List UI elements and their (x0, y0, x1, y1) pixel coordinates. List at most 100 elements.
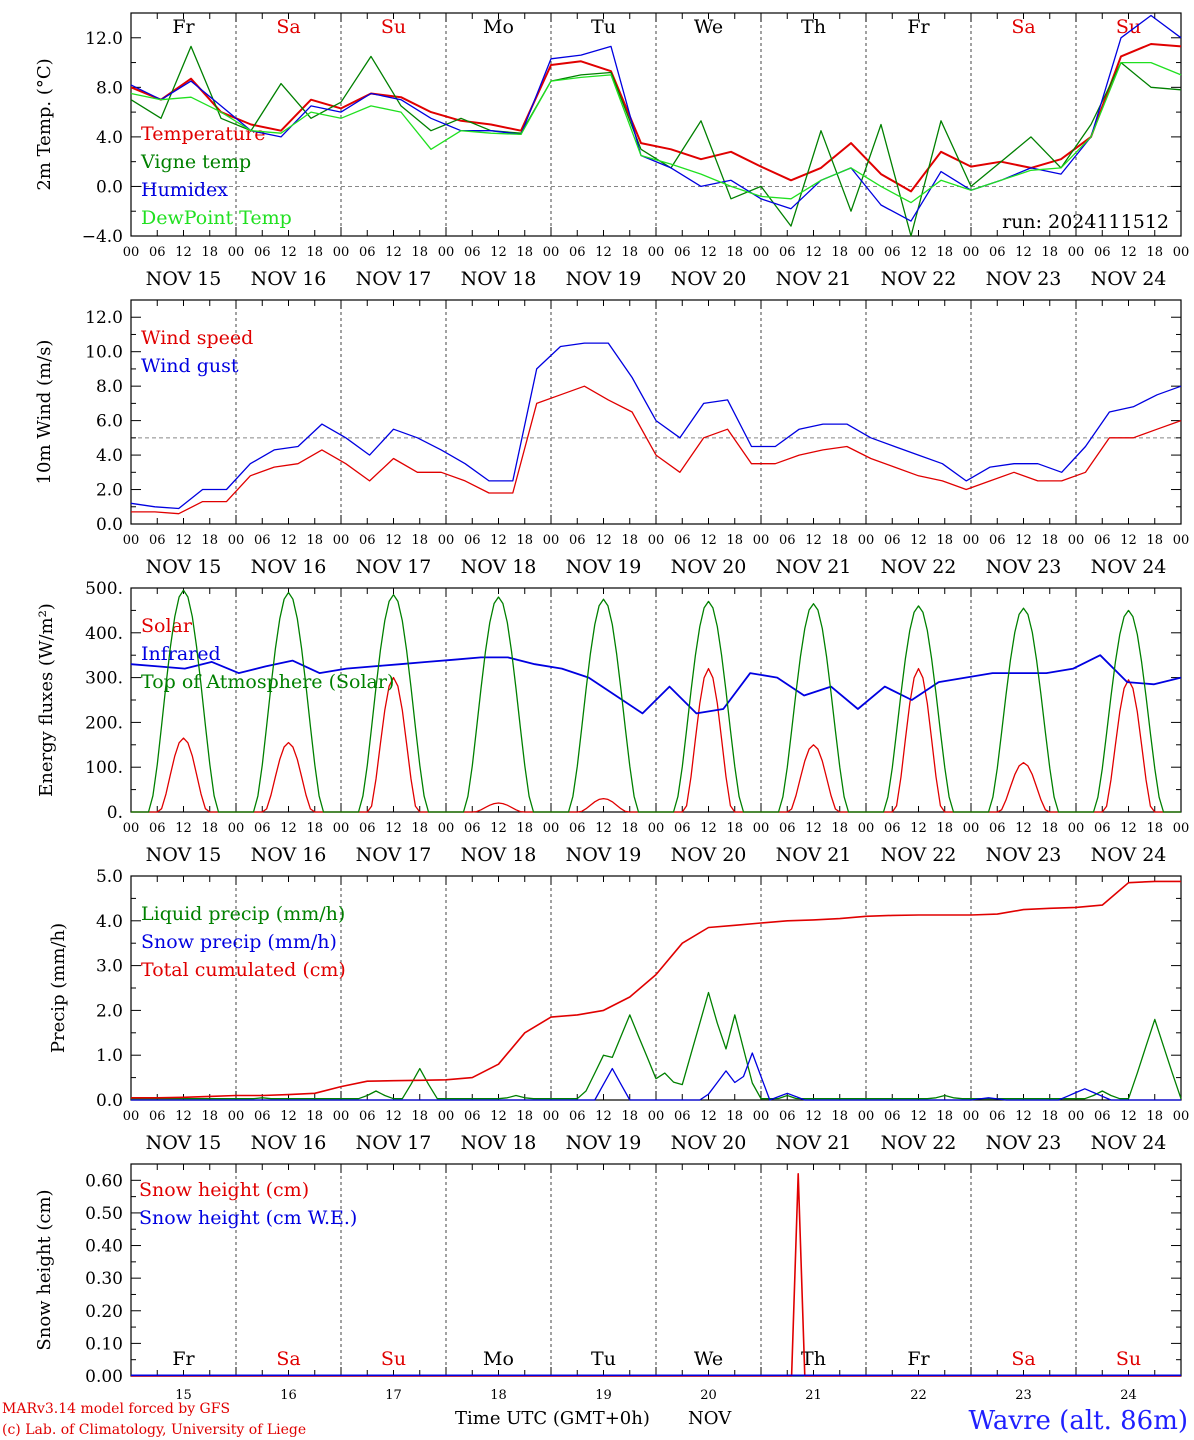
hour-label: 18 (936, 245, 953, 260)
hour-label: 12 (700, 821, 717, 836)
hour-label: 18 (621, 821, 638, 836)
y-tick-label: 200. (85, 713, 123, 733)
hour-label: 12 (385, 245, 402, 260)
day-label: NOV 20 (671, 556, 747, 578)
plot-frame (130, 12, 1182, 237)
hour-label: 06 (1094, 1109, 1111, 1124)
day-label: NOV 24 (1091, 556, 1167, 578)
hour-label: 18 (306, 533, 323, 548)
hour-label: 00 (963, 821, 980, 836)
hour-label: 06 (464, 1109, 481, 1124)
hour-label: 12 (595, 245, 612, 260)
hour-label: 00 (648, 245, 665, 260)
hour-label: 00 (438, 821, 455, 836)
hour-label: 18 (201, 533, 218, 548)
hour-label: 12 (175, 533, 192, 548)
day-label: NOV 15 (146, 556, 222, 578)
day-label: NOV 24 (1091, 268, 1167, 290)
day-label: NOV 22 (881, 268, 957, 290)
y-axis-title: 2m Temp. (°C) (34, 58, 55, 190)
hour-label: 12 (1015, 245, 1032, 260)
hour-label: 18 (621, 245, 638, 260)
weekday-label: Su (1116, 16, 1141, 38)
hour-label: 12 (1120, 533, 1137, 548)
day-label: NOV 17 (356, 556, 432, 578)
weekday-label: Tu (591, 1348, 616, 1370)
day-label: NOV 20 (671, 1132, 747, 1154)
hour-label: 00 (1068, 821, 1085, 836)
hour-label: 12 (700, 1109, 717, 1124)
y-axis-title: Energy fluxes (W/m²) (36, 603, 57, 797)
day-label: NOV 22 (881, 844, 957, 866)
hour-label: 18 (621, 1109, 638, 1124)
series-line (130, 43, 1182, 193)
hour-label: 12 (805, 533, 822, 548)
hour-label: 06 (464, 533, 481, 548)
hour-label: 00 (228, 1109, 245, 1124)
hour-label: 06 (149, 245, 166, 260)
hour-label: 06 (1094, 245, 1111, 260)
legend-entry: Wind gust (141, 355, 239, 377)
hour-label: 18 (201, 245, 218, 260)
hour-label: 00 (648, 821, 665, 836)
hour-label: 12 (385, 533, 402, 548)
hour-label: 18 (621, 533, 638, 548)
hour-label: 12 (910, 1109, 927, 1124)
hour-label: 18 (411, 533, 428, 548)
hour-label: 12 (280, 533, 297, 548)
hour-label: 12 (490, 245, 507, 260)
hour-label: 06 (464, 245, 481, 260)
legend-entry: DewPoint Temp (141, 207, 292, 229)
hour-label: 06 (674, 533, 691, 548)
legend-entry: Vigne temp (140, 151, 251, 173)
weekday-label: We (694, 1348, 723, 1370)
weekday-label: Sa (1011, 16, 1035, 38)
hour-label: 12 (280, 821, 297, 836)
series-line (131, 880, 1181, 1099)
hour-label: 00 (333, 1109, 350, 1124)
hour-label: 06 (254, 1109, 271, 1124)
hour-label: 06 (569, 245, 586, 260)
hour-label: 12 (175, 821, 192, 836)
hour-label: 18 (516, 821, 533, 836)
day-label: NOV 23 (986, 268, 1062, 290)
hour-label: 00 (963, 245, 980, 260)
hour-label: 06 (674, 1109, 691, 1124)
y-tick-label: 100. (85, 758, 123, 778)
hour-label: 00 (753, 533, 770, 548)
x-axis-month: NOV (688, 1408, 732, 1429)
day-number-label: 17 (385, 1388, 402, 1403)
weekday-label: Th (801, 16, 826, 38)
day-label: NOV 20 (671, 268, 747, 290)
panel-4: 5.0 4.0 3.0 2.0 1.0 0.0 Precip (mm/h) 00 06 12 18 0… (48, 867, 1189, 1154)
hour-label: 00 (333, 533, 350, 548)
hour-label: 18 (726, 245, 743, 260)
hour-label: 00 (438, 1109, 455, 1124)
y-tick-label: 12.0 (85, 308, 123, 328)
y-tick-label: 300. (85, 669, 123, 689)
hour-label: 12 (700, 533, 717, 548)
hour-label: 12 (175, 245, 192, 260)
day-number-label: 18 (490, 1388, 507, 1403)
y-tick-label: 8.0 (96, 78, 123, 98)
weekday-label: Mo (483, 16, 514, 38)
legend-entry: Liquid precip (mm/h) (141, 903, 345, 925)
day-label: NOV 23 (986, 1132, 1062, 1154)
legend-entry: Total cumulated (cm) (141, 959, 346, 981)
hour-label: 18 (201, 1109, 218, 1124)
y-tick-label: 0.10 (85, 1334, 123, 1354)
hour-label: 18 (936, 1109, 953, 1124)
weekday-label: Fr (907, 1348, 930, 1370)
y-tick-label: 0.0 (96, 515, 123, 535)
series-line (131, 991, 1182, 1100)
y-tick-label: −4.0 (82, 227, 123, 247)
day-label: NOV 17 (356, 1132, 432, 1154)
hour-label: 00 (543, 1109, 560, 1124)
y-tick-label: 0.00 (85, 1367, 123, 1387)
day-label: NOV 23 (986, 556, 1062, 578)
hour-label: 00 (858, 821, 875, 836)
hour-label: 00 (1173, 245, 1190, 260)
weekday-label: Sa (1011, 1348, 1035, 1370)
footer-model: MARv3.14 model forced by GFS (2, 1401, 230, 1417)
legend-entry: Snow height (cm) (139, 1179, 309, 1201)
